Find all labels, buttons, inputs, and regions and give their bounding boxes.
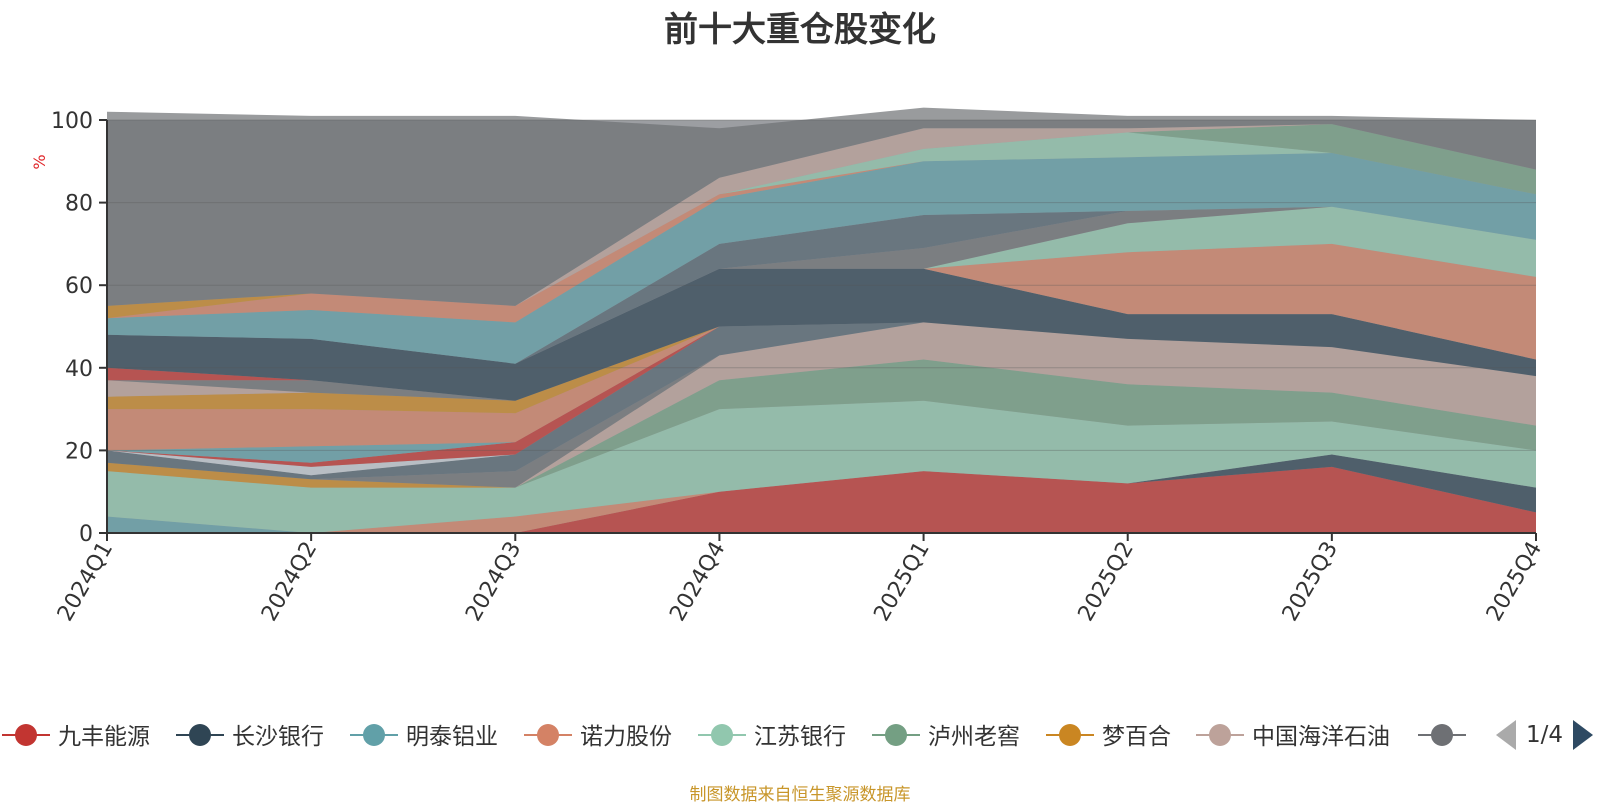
legend-label: 九丰能源 [58,724,150,750]
legend-item[interactable]: 泸州老窖 [872,724,1020,750]
x-tick-label: 2024Q1 [53,538,118,626]
legend-marker-icon [1209,724,1231,746]
legend-item[interactable]: 九丰能源 [2,724,150,750]
y-tick-label: 20 [65,439,93,464]
area-series-7 [107,359,1536,488]
x-tick-label: 2025Q4 [1482,538,1547,626]
legend-pager: 1/4 [1496,718,1594,752]
chart-title: 前十大重仓股变化 [664,10,936,50]
x-tick-label: 2025Q1 [869,538,934,626]
legend-label: 明泰铝业 [406,724,498,750]
area-series-15 [107,322,1536,414]
legend-label: 中国海洋石油 [1252,724,1390,750]
y-tick-label: 100 [51,109,93,134]
data-source-footnote: 制图数据来自恒生聚源数据库 [689,785,911,805]
legend-item[interactable]: 诺力股份 [524,724,672,750]
legend-item[interactable]: 江苏银行 [698,724,846,750]
legend-marker-icon [1431,724,1453,746]
legend-label: 长沙银行 [232,724,324,750]
legend-label: 江苏银行 [754,724,846,750]
legend-marker-icon [363,724,385,746]
area-series-13 [107,322,1536,463]
area-series-5 [107,400,1536,533]
area-series-8 [107,322,1536,488]
area-series-layer [107,107,1536,533]
area-series-24 [107,153,1536,364]
area-series-6 [107,359,1536,488]
legend-label: 梦百合 [1102,724,1171,750]
legend-prev-page-icon[interactable] [1496,720,1516,750]
legend-label: 诺力股份 [580,724,672,750]
area-series-28 [107,124,1536,306]
legend-item[interactable]: 明泰铝业 [350,724,498,750]
y-tick-label: 40 [65,357,93,382]
legend: 九丰能源 长沙银行 明泰铝业 诺力股份 江苏银行 泸州老窖 梦百合 中国海洋石油 [2,724,1466,750]
legend-marker-icon [189,724,211,746]
area-series-1 [107,466,1536,533]
legend-marker-icon [711,724,733,746]
legend-item[interactable]: 梦百合 [1046,724,1171,750]
legend-page-indicator: 1/4 [1526,722,1564,748]
x-tick-label: 2024Q3 [461,538,526,626]
legend-label: 泸州老窖 [928,724,1020,750]
y-tick-label: 80 [65,192,93,217]
y-axis-unit-label: % [30,154,49,169]
area-series-14 [107,322,1536,451]
area-series-21 [107,206,1536,364]
legend-item[interactable]: 中国海洋石油 [1196,724,1390,750]
legend-marker-icon [1059,724,1081,746]
area-series-23 [107,206,1536,364]
area-series-16 [107,322,1536,401]
area-series-20 [107,243,1536,364]
legend-marker-icon [15,724,37,746]
x-tick-label: 2024Q2 [257,538,322,626]
area-series-30 [107,107,1536,306]
y-tick-label: 60 [65,274,93,299]
area-series-29 [107,124,1536,306]
legend-item[interactable] [1418,724,1466,746]
legend-item[interactable]: 长沙银行 [176,724,324,750]
x-tick-label: 2025Q2 [1074,538,1139,626]
area-series-25 [107,153,1536,323]
area-series-19 [107,268,1536,401]
legend-marker-icon [537,724,559,746]
y-tick-label: 0 [79,522,93,547]
legend-next-page-icon[interactable] [1573,720,1594,750]
legend-marker-icon [885,724,907,746]
x-tick-label: 2024Q4 [665,538,730,626]
x-tick-label: 2025Q3 [1278,538,1343,626]
